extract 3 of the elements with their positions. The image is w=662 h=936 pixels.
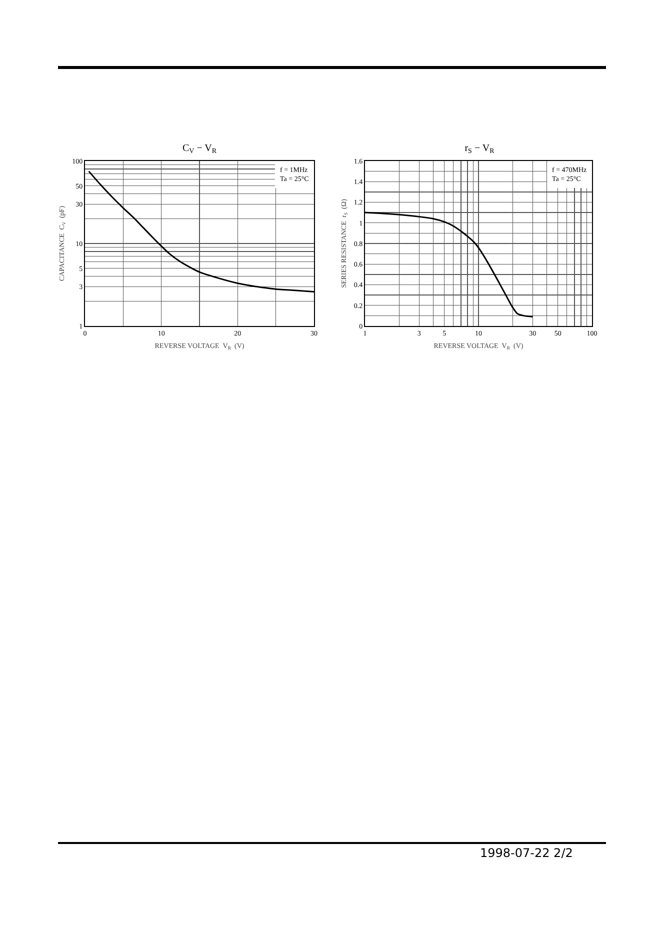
- text: 1998-07-22 2/2: [480, 846, 573, 860]
- chart-title: r$_{S}$ − V$_{R}$: [464, 143, 495, 156]
- chart-title: C$_{V}$ − V$_{R}$: [182, 143, 217, 156]
